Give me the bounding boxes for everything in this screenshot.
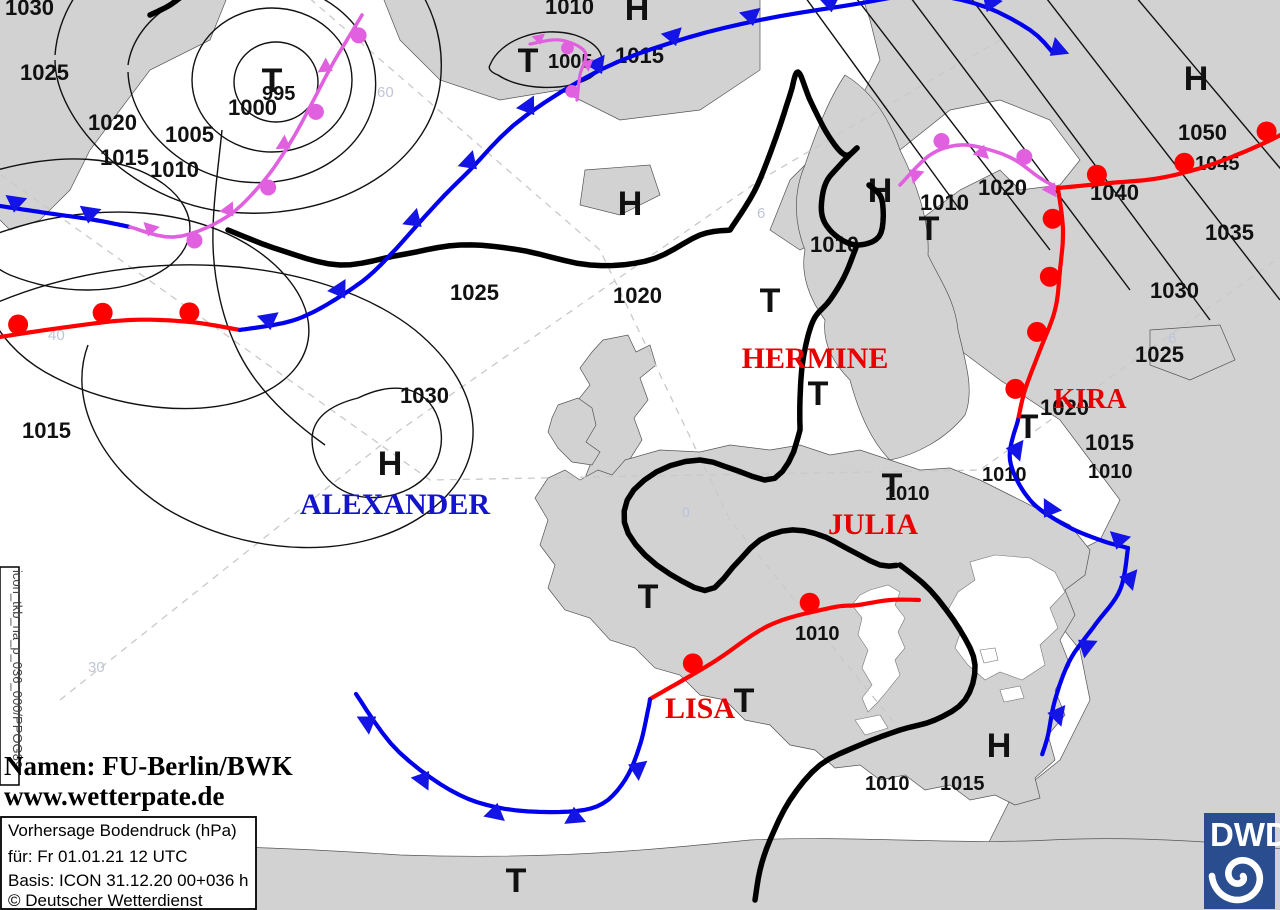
svg-text:H: H	[618, 185, 643, 223]
svg-text:H: H	[625, 0, 650, 28]
svg-text:1020: 1020	[88, 110, 137, 135]
svg-text:1035: 1035	[1205, 220, 1254, 245]
svg-text:T: T	[518, 42, 539, 80]
svg-text:T: T	[638, 578, 659, 616]
svg-text:1020: 1020	[978, 175, 1027, 200]
svg-text:H: H	[1184, 60, 1209, 98]
svg-text:JULIA: JULIA	[828, 508, 918, 541]
svg-text:1030: 1030	[5, 0, 54, 20]
svg-text:LISA: LISA	[665, 692, 735, 725]
svg-text:1010: 1010	[1088, 461, 1133, 483]
svg-text:1010: 1010	[545, 0, 594, 19]
svg-text:1015: 1015	[1085, 430, 1134, 455]
svg-text:Basis: ICON 31.12.20 00+036 h: Basis: ICON 31.12.20 00+036 h	[8, 871, 249, 890]
svg-text:1010: 1010	[865, 773, 910, 795]
svg-text:Vorhersage Bodendruck (hPa): Vorhersage Bodendruck (hPa)	[8, 821, 237, 840]
svg-text:0: 0	[682, 504, 690, 520]
svg-text:T: T	[882, 467, 903, 505]
svg-text:T: T	[760, 282, 781, 320]
svg-text:1015: 1015	[940, 773, 985, 795]
svg-text:H: H	[378, 445, 403, 483]
svg-text:1030: 1030	[1150, 278, 1199, 303]
svg-text:www.wetterpate.de: www.wetterpate.de	[4, 781, 224, 811]
svg-text:H: H	[987, 727, 1012, 765]
svg-text:HERMINE: HERMINE	[742, 342, 889, 375]
svg-text:für: Fr 01.01.21 12 UTC: für: Fr 01.01.21 12 UTC	[8, 847, 188, 866]
svg-text:1025: 1025	[1135, 342, 1184, 367]
svg-text:T: T	[262, 62, 283, 100]
svg-text:DWD: DWD	[1210, 816, 1280, 853]
svg-text:1020: 1020	[613, 283, 662, 308]
svg-text:ALEXANDER: ALEXANDER	[300, 488, 490, 521]
svg-text:1010: 1010	[150, 157, 199, 182]
svg-text:KIRA: KIRA	[1053, 384, 1127, 415]
svg-text:T: T	[919, 210, 940, 248]
svg-text:1050: 1050	[1178, 120, 1227, 145]
svg-text:60: 60	[377, 84, 394, 101]
svg-text:30: 30	[88, 659, 105, 676]
svg-text:1005: 1005	[165, 122, 214, 147]
svg-text:icon_tkb_na_p_036_000/PPOG89: icon_tkb_na_p_036_000/PPOG89	[10, 570, 25, 768]
svg-text:T: T	[734, 682, 755, 720]
svg-text:1030: 1030	[400, 383, 449, 408]
svg-text:1015: 1015	[100, 145, 149, 170]
svg-text:1025: 1025	[20, 60, 69, 85]
svg-text:1025: 1025	[450, 280, 499, 305]
svg-text:1015: 1015	[22, 418, 71, 443]
svg-text:1010: 1010	[795, 623, 840, 645]
svg-text:T: T	[506, 862, 527, 900]
svg-text:6: 6	[757, 205, 765, 222]
svg-text:Namen: FU-Berlin/BWK: Namen: FU-Berlin/BWK	[4, 751, 293, 781]
svg-text:T: T	[808, 375, 829, 413]
svg-text:© Deutscher Wetterdienst: © Deutscher Wetterdienst	[8, 891, 203, 910]
